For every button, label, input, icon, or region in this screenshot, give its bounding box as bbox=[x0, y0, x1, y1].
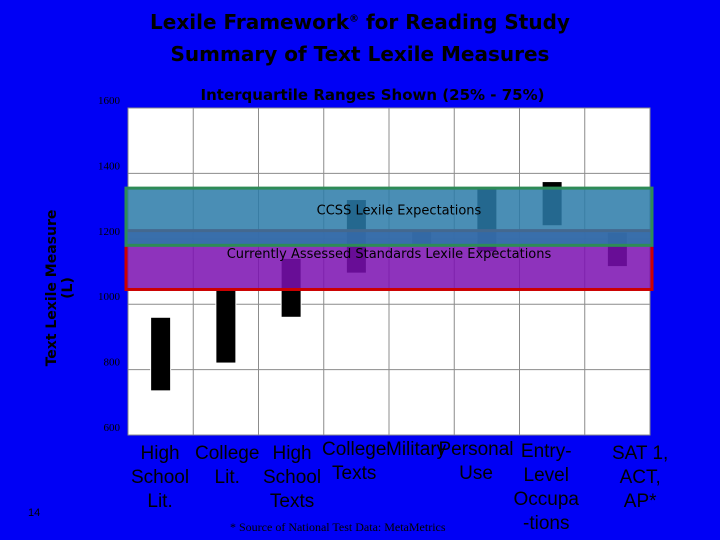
page-number: 14 bbox=[28, 507, 41, 519]
x-category-label: Entry- Level Occupa -tions bbox=[513, 441, 579, 534]
y-tick-label: 600 bbox=[104, 422, 121, 434]
y-tick-label: 1000 bbox=[98, 291, 121, 303]
chart-subtitle: Interquartile Ranges Shown (25% - 75%) bbox=[200, 86, 545, 104]
range-bar bbox=[150, 316, 172, 392]
x-category-label: SAT 1, ACT, AP* bbox=[612, 443, 669, 512]
y-tick-label: 1400 bbox=[98, 160, 121, 172]
x-category-label: High School Texts bbox=[263, 443, 322, 512]
x-category-label: College Lit. bbox=[195, 443, 260, 488]
range-bar bbox=[215, 287, 237, 364]
x-category-label: Personal Use bbox=[438, 439, 514, 484]
x-category-label: High School Lit. bbox=[131, 443, 190, 512]
y-tick-label: 1200 bbox=[98, 226, 121, 238]
ccss-band-label: CCSS Lexile Expectations bbox=[317, 204, 482, 219]
chart-title-line-2: Summary of Text Lexile Measures bbox=[170, 42, 550, 66]
y-tick-label: 800 bbox=[104, 357, 121, 369]
x-category-label: College Texts bbox=[322, 439, 387, 484]
ccss-band bbox=[124, 186, 654, 247]
x-category-label: Military bbox=[386, 439, 447, 460]
chart-title-line-1: Lexile Framework® for Reading Study bbox=[150, 10, 570, 34]
y-tick-label: 1600 bbox=[98, 95, 121, 107]
assessed-band-label: Currently Assessed Standards Lexile Expe… bbox=[227, 247, 552, 262]
source-footnote: * Source of National Test Data: MetaMetr… bbox=[230, 520, 446, 534]
